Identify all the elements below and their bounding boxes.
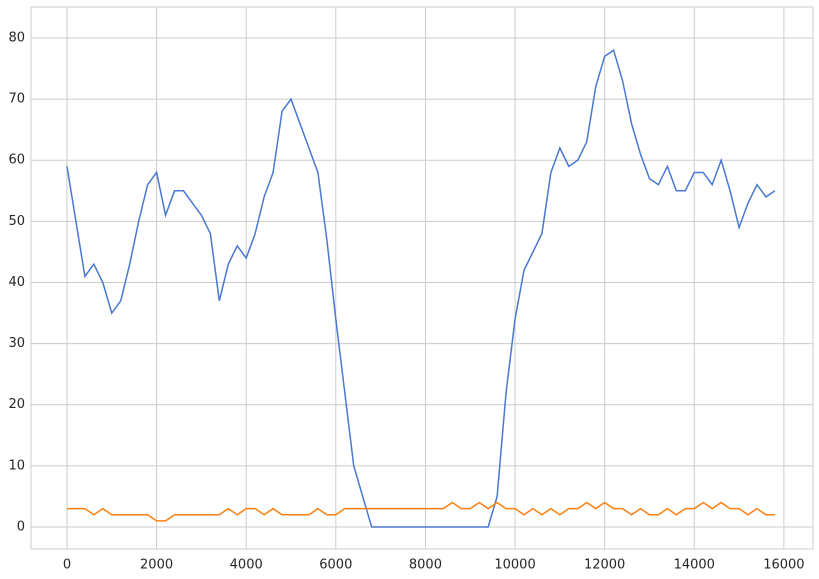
x-tick-label: 4000 [230,558,263,573]
x-tick-label: 16000 [763,558,804,573]
x-tick-label: 12000 [584,558,625,573]
y-tick-label: 10 [8,458,25,473]
y-tick-label: 30 [8,336,25,351]
x-tick-label: 14000 [674,558,715,573]
x-tick-label: 6000 [319,558,352,573]
y-tick-label: 20 [8,397,25,412]
y-tick-label: 0 [17,519,25,534]
y-tick-label: 40 [8,275,25,290]
series-line [66,501,775,522]
x-tick-label: 10000 [494,558,535,573]
y-tick-label: 70 [8,92,25,107]
x-tick-label: 8000 [409,558,442,573]
x-tick-label: 0 [63,558,71,573]
y-tick-label: 60 [8,153,25,168]
y-tick-label: 80 [8,30,25,45]
series-line [66,49,776,528]
plot-area [30,6,814,550]
x-tick-label: 2000 [140,558,173,573]
y-tick-label: 50 [8,214,25,229]
